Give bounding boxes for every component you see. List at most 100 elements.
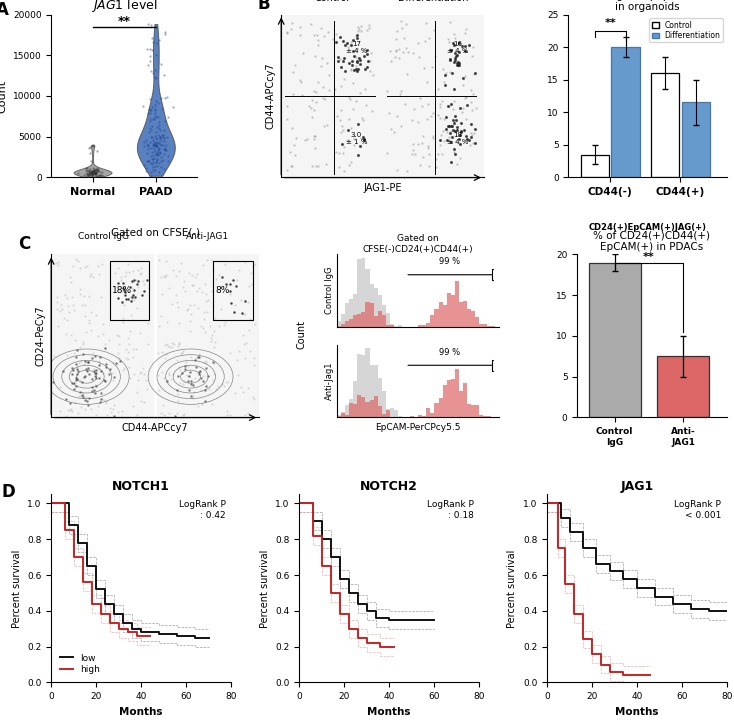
- Point: [440, 112, 452, 123]
- Point: [80, 356, 92, 368]
- Point: [172, 388, 184, 399]
- Point: [461, 99, 473, 111]
- Point: [312, 33, 324, 45]
- Point: [94, 351, 106, 362]
- Point: [193, 348, 205, 360]
- Point: [333, 147, 345, 159]
- Y-axis label: Percent survival: Percent survival: [260, 550, 269, 628]
- Point: [81, 168, 93, 180]
- Point: [443, 121, 454, 132]
- Point: [200, 362, 211, 373]
- Point: [57, 386, 68, 397]
- Point: [90, 164, 101, 176]
- Point: [87, 139, 99, 150]
- Point: [400, 18, 412, 30]
- Point: [442, 100, 454, 112]
- high: [587, 650, 596, 658]
- Point: [154, 133, 166, 144]
- Point: [119, 299, 131, 311]
- Point: [77, 338, 89, 349]
- Point: [352, 55, 363, 67]
- Point: [310, 160, 321, 172]
- low: [191, 633, 200, 642]
- Point: [85, 306, 97, 318]
- Point: [391, 164, 403, 176]
- Point: [127, 314, 139, 326]
- Point: [128, 368, 139, 380]
- Point: [90, 168, 101, 179]
- Point: [195, 384, 207, 396]
- Point: [82, 399, 94, 411]
- Point: [148, 136, 160, 147]
- Point: [145, 104, 157, 115]
- Bar: [109, 261, 149, 319]
- Point: [172, 301, 184, 312]
- low: [371, 613, 380, 622]
- Point: [92, 330, 103, 341]
- Point: [80, 163, 92, 174]
- Point: [153, 254, 165, 266]
- Point: [91, 163, 103, 174]
- Point: [69, 334, 81, 346]
- Point: [134, 367, 146, 379]
- Point: [48, 350, 59, 362]
- Point: [335, 126, 347, 138]
- Point: [88, 163, 100, 175]
- Point: [70, 359, 82, 370]
- Point: [196, 399, 208, 410]
- Point: [149, 139, 161, 150]
- Point: [113, 330, 125, 341]
- Point: [333, 52, 344, 63]
- Point: [200, 327, 211, 338]
- Text: A: A: [0, 1, 9, 20]
- Point: [74, 262, 86, 274]
- Point: [448, 143, 459, 155]
- Point: [144, 107, 156, 119]
- high: [60, 526, 69, 534]
- Point: [249, 318, 261, 330]
- Point: [128, 295, 140, 306]
- Point: [444, 54, 456, 65]
- Point: [151, 153, 163, 165]
- Point: [352, 33, 363, 44]
- Point: [73, 357, 84, 369]
- Point: [120, 343, 132, 354]
- Point: [145, 142, 157, 154]
- Point: [446, 136, 457, 148]
- Point: [114, 338, 126, 350]
- low: [353, 600, 362, 608]
- Point: [358, 134, 370, 145]
- Point: [87, 167, 98, 179]
- Text: LogRank P
: 0.18: LogRank P : 0.18: [426, 500, 473, 520]
- Bar: [581, 155, 608, 177]
- Point: [149, 164, 161, 176]
- Point: [406, 115, 418, 126]
- Point: [82, 356, 94, 368]
- Point: [294, 76, 306, 88]
- Title: Gated on CFSE(-): Gated on CFSE(-): [111, 227, 200, 237]
- low: [65, 521, 73, 529]
- Point: [304, 99, 316, 111]
- Point: [172, 370, 184, 382]
- Point: [70, 372, 81, 383]
- Point: [144, 126, 156, 138]
- low: [317, 535, 326, 544]
- Point: [175, 347, 187, 359]
- Point: [208, 356, 219, 368]
- Point: [134, 268, 145, 280]
- Point: [115, 274, 127, 285]
- Point: [363, 23, 374, 34]
- Text: 17
± 4 %: 17 ± 4 %: [346, 41, 367, 54]
- Point: [285, 146, 297, 158]
- Point: [153, 320, 164, 332]
- Point: [150, 110, 161, 122]
- Point: [203, 370, 214, 381]
- Point: [57, 365, 69, 377]
- Point: [190, 352, 202, 364]
- Bar: [589, 263, 641, 417]
- Point: [133, 275, 145, 287]
- Point: [78, 372, 90, 383]
- Point: [159, 163, 170, 175]
- Point: [123, 266, 135, 277]
- Point: [352, 63, 363, 75]
